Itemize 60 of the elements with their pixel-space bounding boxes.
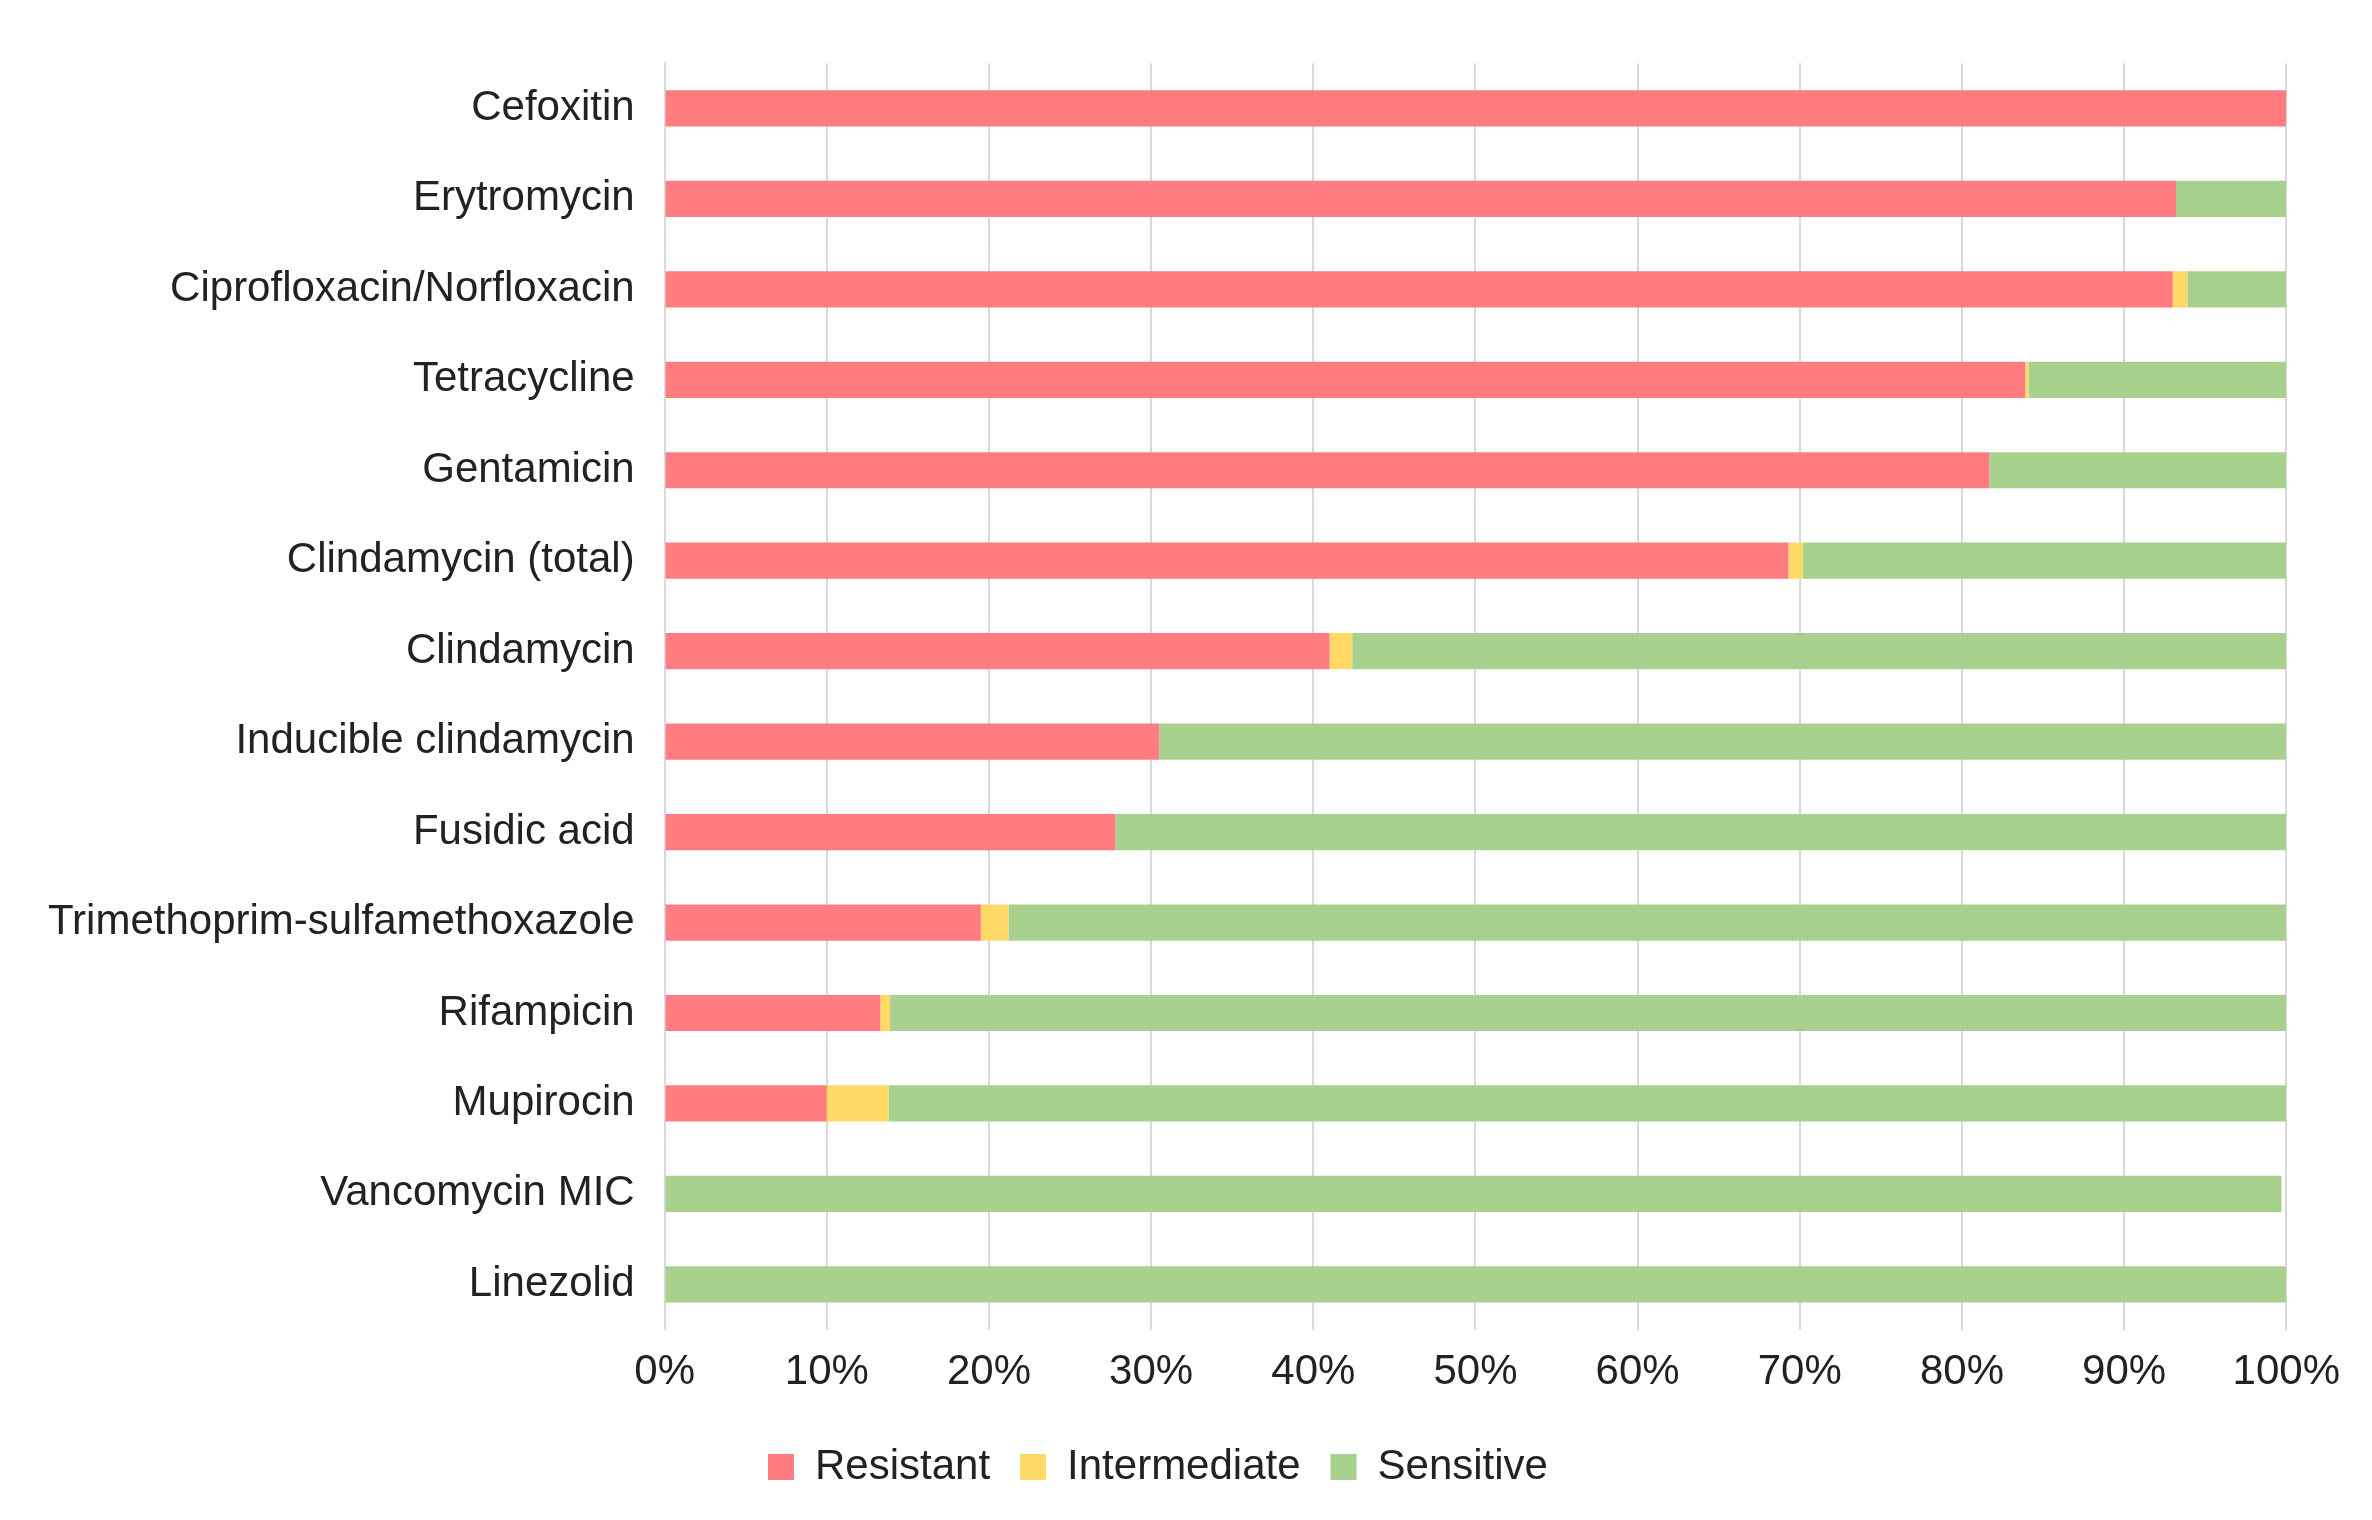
x-tick-label: 50% [1433, 1346, 1518, 1394]
bar [2172, 271, 2188, 308]
y-tick-label: Linezolid [468, 1257, 635, 1305]
bar [1989, 452, 2287, 489]
bar [980, 904, 1009, 941]
bar [665, 633, 1330, 670]
bar [826, 1085, 889, 1122]
bar [2025, 361, 2029, 398]
legend-label: Intermediate [1067, 1440, 1301, 1488]
bar [665, 994, 881, 1032]
x-tick-label: 10% [784, 1346, 869, 1394]
bar [665, 361, 2026, 398]
bar [665, 452, 1990, 489]
x-tick-label: 40% [1271, 1346, 1356, 1394]
x-tick-label: 70% [1757, 1346, 1842, 1394]
bar [1159, 723, 2287, 760]
y-tick-label: Gentamicin [422, 443, 635, 491]
bar [665, 1266, 2287, 1303]
x-tick-label: 90% [2082, 1346, 2167, 1394]
y-tick-label: Clindamycin [405, 624, 635, 672]
x-tick-label: 100% [2232, 1346, 2340, 1394]
bar [890, 994, 2287, 1032]
bar [1352, 633, 2287, 670]
bar [880, 994, 891, 1032]
y-tick-label: Inducible clindamycin [235, 715, 635, 763]
bar [1329, 633, 1353, 670]
bar [665, 813, 1116, 851]
bar [1115, 813, 2287, 851]
y-tick-label: Clindamycin (total) [286, 534, 635, 582]
bar [2176, 180, 2287, 217]
x-tick-label: 30% [1109, 1346, 1194, 1394]
y-tick-label: Fusidic acid [412, 805, 635, 853]
bar [665, 904, 981, 941]
bar [665, 1175, 2282, 1213]
y-tick-label: Mupirocin [452, 1077, 635, 1125]
legend-label: Sensitive [1377, 1440, 1548, 1488]
bar [1803, 542, 2287, 579]
bar [665, 90, 2287, 127]
x-tick-label: 60% [1595, 1346, 1680, 1394]
bar [665, 1085, 827, 1122]
bar [1788, 542, 1804, 579]
bar [1008, 904, 2287, 941]
y-tick-label: Erytromycin [412, 172, 635, 220]
x-tick-label: 0% [634, 1346, 695, 1394]
bar [2028, 361, 2287, 398]
bar [665, 723, 1160, 760]
x-tick-label: 20% [946, 1346, 1032, 1394]
y-tick-label: Cefoxitin [471, 82, 635, 130]
y-tick-label: Vancomycin MIC [320, 1167, 635, 1215]
bar [888, 1085, 2287, 1122]
x-tick-label: 80% [1919, 1346, 2004, 1394]
y-tick-label: Rifampicin [438, 986, 635, 1034]
bar [2187, 271, 2287, 308]
y-tick-label: Trimethoprim-sulfamethoxazole [47, 896, 635, 944]
bar [665, 542, 1789, 579]
bar [665, 271, 2173, 308]
bar [665, 180, 2177, 217]
y-tick-label: Ciprofloxacin/Norfloxacin [170, 262, 635, 310]
y-tick-label: Tetracycline [412, 353, 635, 401]
legend-label: Resistant [815, 1440, 991, 1488]
